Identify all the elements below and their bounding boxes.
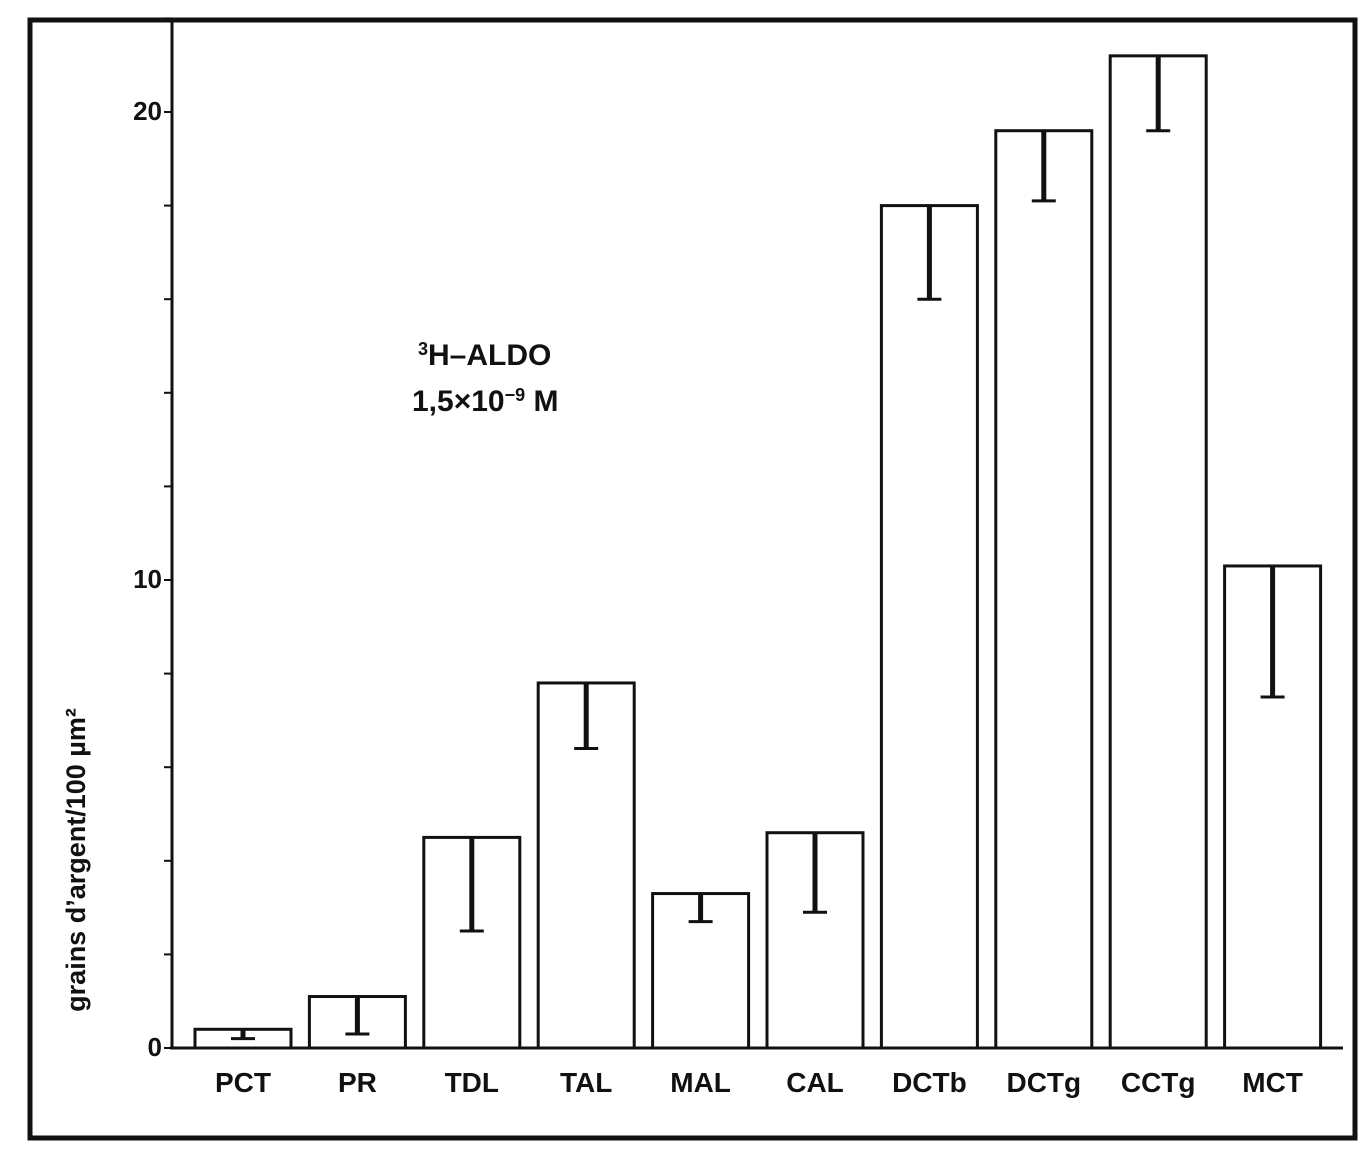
x-tick-label: PCT xyxy=(215,1067,271,1098)
bar-DCTg xyxy=(994,129,1094,1050)
annotation-text2: 1,5×10 xyxy=(412,385,505,418)
y-tick-label: 10 xyxy=(133,564,162,594)
x-tick-label: TDL xyxy=(445,1067,499,1098)
x-tick-label: PR xyxy=(338,1067,377,1098)
x-tick-label: MAL xyxy=(670,1067,731,1098)
y-tick-label: 20 xyxy=(133,96,162,126)
x-tick-label: TAL xyxy=(560,1067,612,1098)
x-tick-label: DCTg xyxy=(1006,1067,1081,1098)
annotation-line1: 3H–ALDO xyxy=(418,339,551,372)
annotation-sup1: 3 xyxy=(418,339,428,359)
bar-DCTb xyxy=(879,204,979,1050)
annotation-sup2: −9 xyxy=(505,385,526,405)
y-tick-label: 0 xyxy=(148,1032,162,1062)
annotation-text2-end: M xyxy=(525,385,558,418)
x-tick-label: DCTb xyxy=(892,1067,967,1098)
figure-frame xyxy=(27,17,1358,1141)
annotation-line2: 1,5×10−9 M xyxy=(412,385,558,418)
bar-CCTg xyxy=(1108,54,1208,1050)
y-axis-label: grains d’argent/100 µm² xyxy=(61,708,91,1012)
annotation-text1: H–ALDO xyxy=(428,339,551,372)
x-tick-label: MCT xyxy=(1242,1067,1303,1098)
x-tick-label: CCTg xyxy=(1121,1067,1196,1098)
x-tick-label: CAL xyxy=(786,1067,844,1098)
